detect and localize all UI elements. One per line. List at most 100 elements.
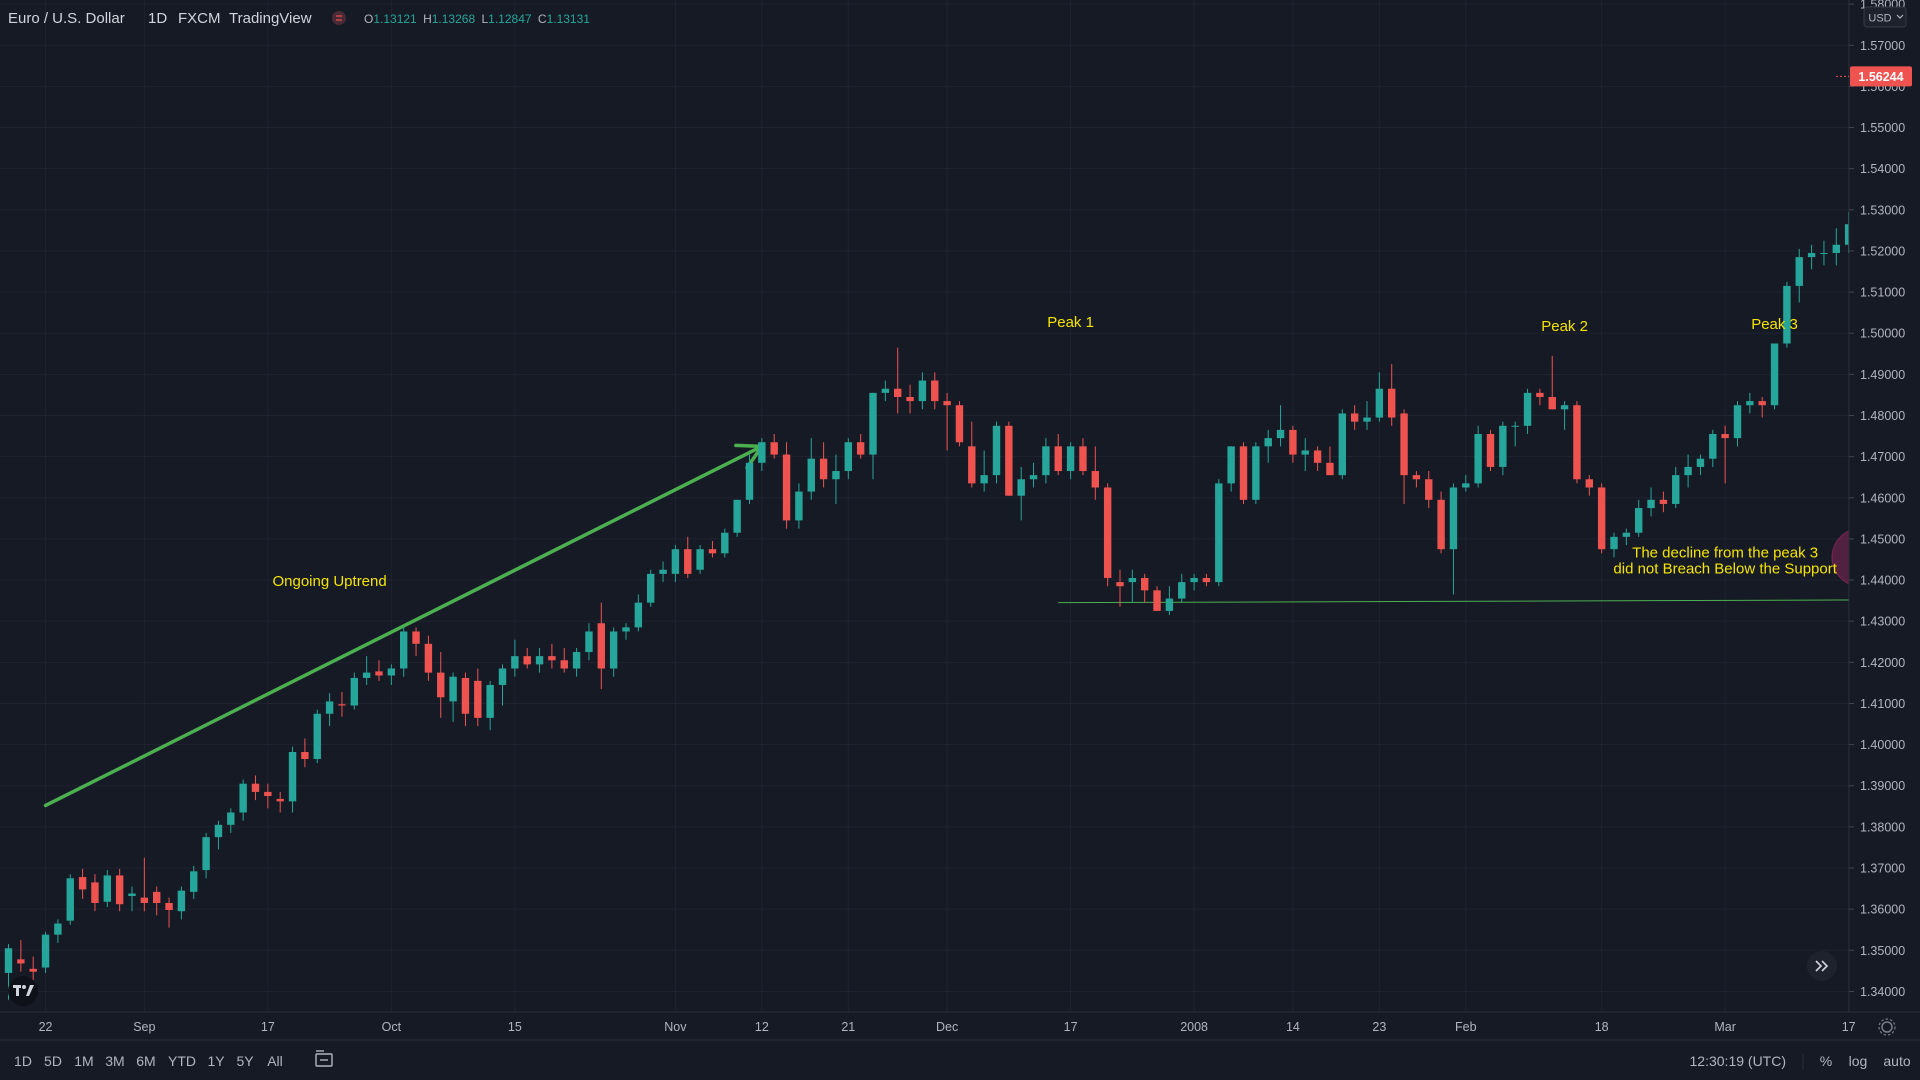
candle — [412, 627, 420, 657]
percent-toggle[interactable]: % — [1820, 1053, 1832, 1069]
candle — [1548, 355, 1556, 410]
candle-body — [301, 752, 309, 759]
candle — [560, 647, 568, 673]
price-axis-panel[interactable] — [1849, 0, 1920, 1012]
candle — [585, 623, 593, 661]
candle — [1141, 573, 1149, 603]
candle-body — [1054, 446, 1062, 472]
compare-range-icon[interactable] — [315, 1050, 333, 1067]
log-toggle[interactable]: log — [1849, 1053, 1868, 1069]
candle — [17, 940, 25, 972]
candle-body — [54, 923, 62, 935]
candle — [1721, 425, 1729, 484]
candle — [1832, 228, 1840, 266]
candle-body — [1363, 417, 1371, 422]
candle — [1091, 446, 1099, 500]
annotation-label: Peak 3 — [1751, 316, 1798, 333]
candle-body — [1499, 425, 1507, 467]
candle — [474, 668, 482, 727]
candle — [227, 808, 235, 834]
candle-body — [91, 882, 99, 903]
scroll-to-realtime-button[interactable] — [1807, 951, 1837, 981]
candle — [1313, 446, 1322, 472]
candle — [29, 956, 37, 982]
annotation-layer: Ongoing Uptrend Peak 1 Peak 2 Peak 3 The dec… — [272, 314, 1837, 590]
timeframe-button-1y[interactable]: 1Y — [207, 1053, 225, 1069]
annotation-label: Peak 2 — [1541, 318, 1588, 335]
candle — [733, 499, 741, 537]
symbol-legend[interactable]: Euro / U.S. Dollar 1D FXCM TradingView O… — [8, 10, 590, 27]
timeframe-button-all[interactable]: All — [267, 1053, 283, 1069]
candle — [190, 865, 198, 899]
support-line — [1058, 599, 1920, 604]
candle-body — [770, 442, 778, 455]
candle-body — [585, 631, 593, 653]
candle-body — [819, 458, 828, 480]
candle — [548, 643, 556, 669]
candle — [1585, 475, 1593, 496]
timeframe-button-ytd[interactable]: YTD — [168, 1053, 196, 1069]
candle-body — [1523, 392, 1532, 426]
candle-body — [486, 684, 494, 718]
candle-body — [338, 704, 346, 706]
price-tick-label: 1.54000 — [1860, 162, 1905, 176]
candle — [535, 647, 544, 673]
candle-body — [1733, 405, 1742, 439]
timeframe-button-6m[interactable]: 6M — [136, 1053, 155, 1069]
candle — [54, 919, 62, 943]
candle — [1350, 405, 1359, 430]
gear-icon[interactable] — [1878, 1018, 1896, 1036]
candle-body — [1153, 590, 1161, 611]
candle — [1635, 499, 1643, 537]
candle-body — [807, 458, 815, 492]
candle — [1733, 401, 1742, 447]
candle — [437, 652, 445, 718]
candle-body — [1388, 388, 1396, 418]
candle — [1758, 396, 1766, 418]
time-tick-label: Feb — [1455, 1020, 1477, 1034]
market-status-icon[interactable] — [332, 11, 346, 25]
candle-body — [782, 454, 791, 521]
candle — [1523, 388, 1532, 435]
candle — [1412, 471, 1421, 488]
symbol-name[interactable]: Euro / U.S. Dollar — [8, 10, 125, 27]
candle — [968, 421, 976, 488]
trend-arrow-line — [43, 444, 764, 808]
time-tick-label: 17 — [1842, 1020, 1856, 1034]
timeframe-button-5y[interactable]: 5Y — [236, 1053, 254, 1069]
timeframe-button-1d[interactable]: 1D — [14, 1053, 32, 1069]
candle — [325, 693, 334, 727]
candle-body — [276, 798, 284, 802]
time-tick-label: Dec — [936, 1020, 958, 1034]
currency-button[interactable]: USD — [1863, 6, 1907, 28]
utc-clock[interactable]: 12:30:19 (UTC) — [1690, 1053, 1786, 1069]
timeframe-button-5d[interactable]: 5D — [44, 1053, 62, 1069]
chevron-down-icon — [1896, 14, 1904, 19]
candle — [1289, 425, 1297, 463]
timeframe-button-3m[interactable]: 3M — [105, 1053, 124, 1069]
price-tick-label: 1.57000 — [1860, 39, 1905, 53]
candle — [1276, 405, 1285, 447]
auto-toggle[interactable]: auto — [1883, 1053, 1910, 1069]
candle — [1079, 438, 1087, 476]
price-tick-label: 1.39000 — [1860, 779, 1905, 793]
interval-label[interactable]: 1D — [148, 10, 167, 27]
candle-body — [1190, 577, 1198, 583]
annotation-label-line: The decline from the peak 3 — [1632, 544, 1818, 561]
candle — [980, 450, 988, 492]
candle-body — [1029, 475, 1038, 480]
candle — [1363, 401, 1371, 430]
candle-body — [214, 824, 223, 838]
candle-body — [66, 878, 74, 921]
candle-body — [931, 380, 939, 402]
candle-body — [1227, 446, 1235, 484]
candle — [671, 545, 680, 583]
candle — [795, 483, 803, 529]
candle-body — [29, 968, 37, 972]
tradingview-logo-icon[interactable] — [8, 976, 38, 1006]
candle — [931, 372, 939, 410]
timeframe-button-1m[interactable]: 1M — [74, 1053, 93, 1069]
candle-body — [1672, 475, 1680, 504]
candle-body — [1066, 446, 1075, 472]
